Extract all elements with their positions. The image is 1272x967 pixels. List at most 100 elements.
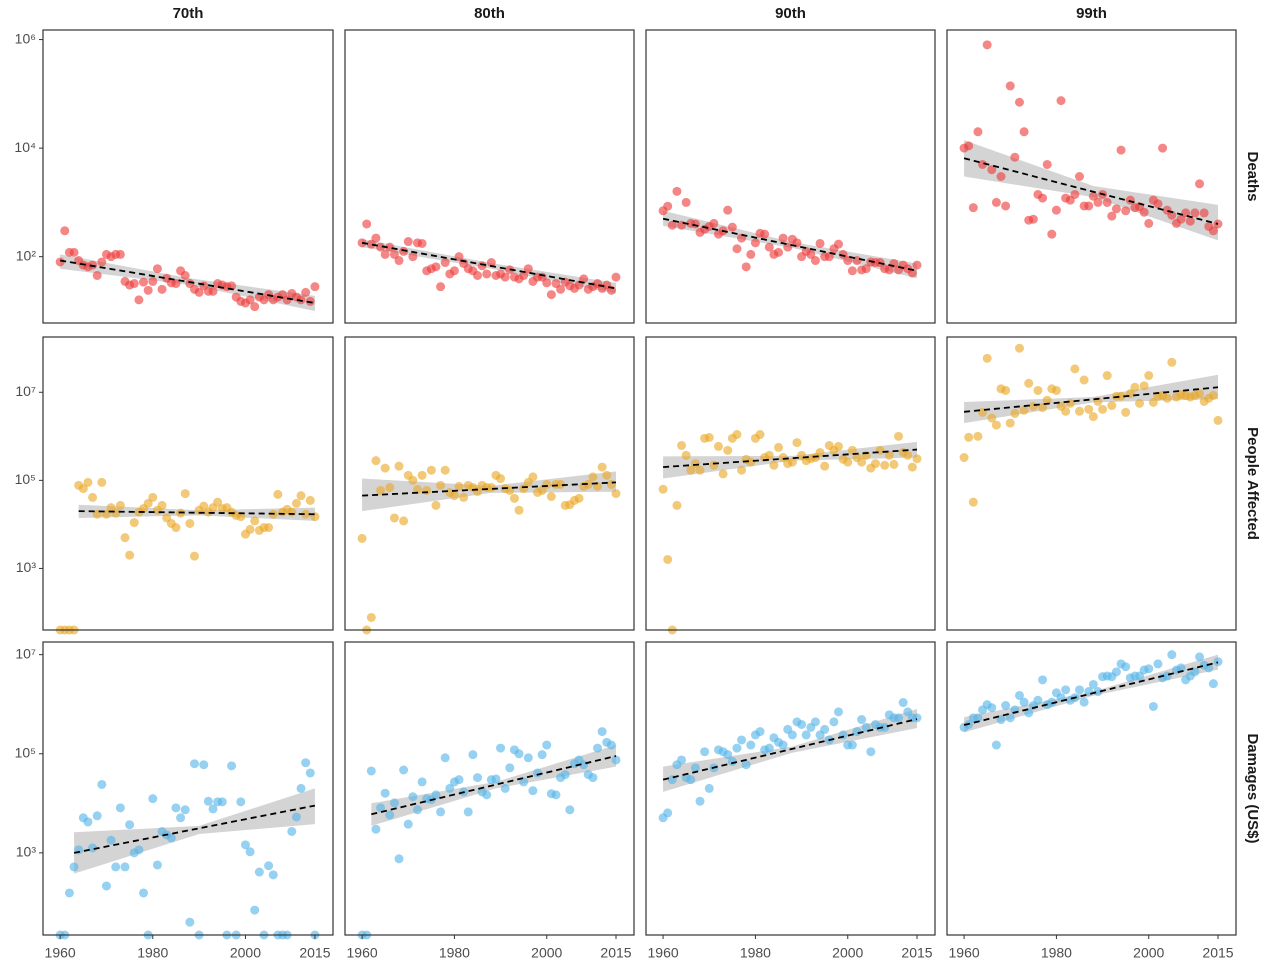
point xyxy=(912,454,922,464)
point xyxy=(982,353,992,363)
point xyxy=(1167,357,1177,367)
point xyxy=(1001,385,1011,395)
point xyxy=(371,824,381,834)
point xyxy=(134,295,144,305)
point xyxy=(412,805,422,815)
point xyxy=(366,239,376,249)
point xyxy=(385,242,395,252)
point xyxy=(546,492,556,502)
point xyxy=(203,796,213,806)
point xyxy=(815,238,825,248)
point xyxy=(523,264,533,274)
panel-border xyxy=(344,29,635,324)
x-tick-label: 2015 xyxy=(600,945,631,961)
point xyxy=(519,777,529,787)
point xyxy=(964,141,974,151)
panel-border xyxy=(344,336,635,631)
point xyxy=(394,256,404,266)
point xyxy=(597,462,607,472)
point xyxy=(1098,404,1108,414)
point xyxy=(801,730,811,740)
point xyxy=(92,811,102,821)
point xyxy=(695,796,705,806)
point xyxy=(1111,667,1121,677)
point xyxy=(964,432,974,442)
point xyxy=(1005,713,1015,723)
point xyxy=(1005,81,1015,91)
point xyxy=(88,843,98,853)
point xyxy=(551,790,561,800)
point xyxy=(431,790,441,800)
point xyxy=(1070,364,1080,374)
point xyxy=(472,271,482,281)
point xyxy=(250,516,260,526)
point xyxy=(709,460,719,470)
point xyxy=(1084,404,1094,414)
row-strip-label: Deaths xyxy=(1244,151,1261,201)
point xyxy=(700,747,710,757)
point xyxy=(282,295,292,305)
point xyxy=(1042,159,1052,169)
point xyxy=(366,766,376,776)
point xyxy=(1001,201,1011,211)
point xyxy=(97,477,107,487)
point xyxy=(440,465,450,475)
point xyxy=(1181,208,1191,218)
point xyxy=(987,165,997,175)
point xyxy=(496,474,506,484)
point xyxy=(847,445,857,455)
point xyxy=(574,493,584,503)
point xyxy=(422,485,432,495)
point xyxy=(185,518,195,528)
point xyxy=(500,272,510,282)
trend-line xyxy=(662,217,918,272)
point xyxy=(1185,216,1195,226)
point xyxy=(1047,229,1057,239)
panel-border xyxy=(946,336,1237,631)
point xyxy=(1084,201,1094,211)
point xyxy=(385,810,395,820)
point xyxy=(208,804,218,814)
panel xyxy=(946,29,1237,324)
point xyxy=(528,786,538,796)
point xyxy=(973,431,983,441)
point xyxy=(861,722,871,732)
x-tick-label: 1960 xyxy=(648,945,679,961)
point xyxy=(436,282,446,292)
panel xyxy=(42,29,334,324)
point xyxy=(1195,389,1205,399)
point xyxy=(408,252,418,262)
point xyxy=(746,249,756,259)
point xyxy=(115,249,125,259)
point xyxy=(843,256,853,266)
point xyxy=(681,197,691,207)
point xyxy=(1038,193,1048,203)
point xyxy=(417,777,427,787)
point xyxy=(542,740,552,750)
panel xyxy=(42,336,334,635)
x-tick-label: 1980 xyxy=(439,945,470,961)
panel xyxy=(946,641,1237,936)
point xyxy=(824,252,834,262)
point xyxy=(1088,191,1098,201)
point xyxy=(1056,96,1066,106)
point xyxy=(709,218,719,228)
point xyxy=(968,497,978,507)
point xyxy=(1074,172,1084,181)
panel xyxy=(344,336,635,635)
point xyxy=(1130,382,1140,392)
point xyxy=(1190,208,1200,218)
point xyxy=(152,264,162,274)
point xyxy=(514,505,524,515)
point xyxy=(1038,675,1048,685)
point xyxy=(180,271,190,281)
point xyxy=(755,727,765,737)
point xyxy=(672,500,682,510)
point xyxy=(380,249,390,259)
point xyxy=(1135,398,1145,408)
point xyxy=(1028,214,1038,224)
x-tick-label: 2000 xyxy=(1133,945,1164,961)
point xyxy=(542,278,552,288)
panel-border xyxy=(645,641,936,936)
